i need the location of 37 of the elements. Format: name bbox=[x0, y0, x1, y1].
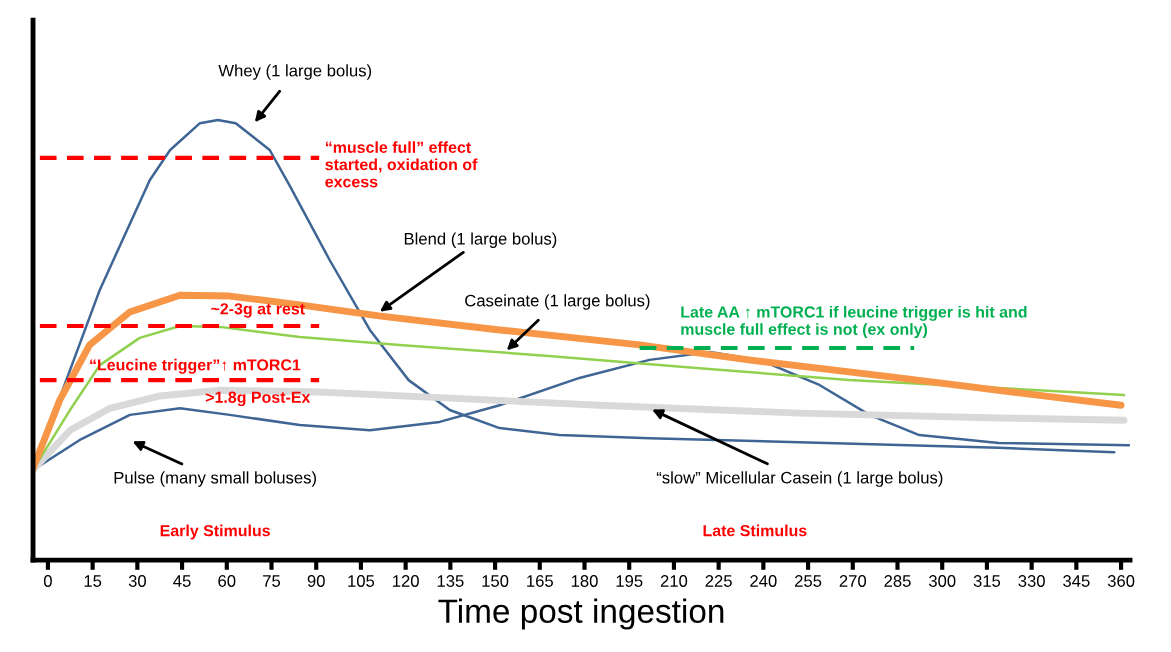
x-tick-label: 300 bbox=[928, 575, 956, 587]
annotation: “slow” Micellular Casein (1 large bolus) bbox=[656, 471, 943, 487]
x-tick-label: 240 bbox=[750, 575, 777, 587]
x-tick-label: 75 bbox=[263, 575, 281, 587]
x-tick-label: 60 bbox=[218, 575, 236, 587]
annotation: >1.8g Post-Ex bbox=[205, 391, 311, 407]
x-tick-label: 15 bbox=[84, 575, 102, 587]
annotation: Caseinate (1 large bolus) bbox=[465, 294, 650, 310]
x-tick-label: 360 bbox=[1107, 575, 1135, 587]
x-tick-label: 225 bbox=[705, 575, 732, 587]
annotation: “muscle full” effect started, oxidation of excess bbox=[325, 141, 478, 188]
x-tick-label: 30 bbox=[128, 575, 146, 587]
x-tick-label: 330 bbox=[1018, 575, 1045, 587]
x-tick-label: 120 bbox=[393, 575, 419, 587]
x-tick-label: 150 bbox=[482, 575, 509, 587]
annotation: Early Stimulus bbox=[160, 524, 270, 540]
annotation: Late AA ↑ mTORC1 if leucine trigger is hit and muscle full effect is not (ex only) bbox=[681, 305, 1027, 339]
x-tick-label: 285 bbox=[884, 575, 911, 587]
text: Whey (1 large bolus) bbox=[218, 64, 372, 80]
x-tick-label: 165 bbox=[527, 575, 553, 587]
x-tick-label: 180 bbox=[571, 575, 598, 587]
x-tick-label: 105 bbox=[348, 575, 375, 587]
x-tick-label: 255 bbox=[795, 575, 822, 587]
x-tick-label: 0 bbox=[43, 575, 52, 587]
x-tick-label: 345 bbox=[1063, 575, 1090, 587]
annotation: Late Stimulus bbox=[703, 524, 807, 537]
x-tick-label: 135 bbox=[437, 575, 464, 587]
x-axis-title: Time post ingestion bbox=[438, 598, 724, 630]
annotation: ~2-3g at rest bbox=[211, 303, 305, 318]
annotation: Blend (1 large bolus) bbox=[404, 232, 557, 248]
x-tick-label: 270 bbox=[839, 575, 867, 587]
x-tick-label: 195 bbox=[616, 575, 643, 587]
x-tick-label: 210 bbox=[660, 575, 688, 587]
x-tick-label: 315 bbox=[973, 575, 1001, 587]
x-tick-label: 45 bbox=[173, 575, 191, 587]
x-tick-label: 90 bbox=[307, 575, 325, 587]
annotation: Pulse (many small boluses) bbox=[114, 471, 316, 487]
